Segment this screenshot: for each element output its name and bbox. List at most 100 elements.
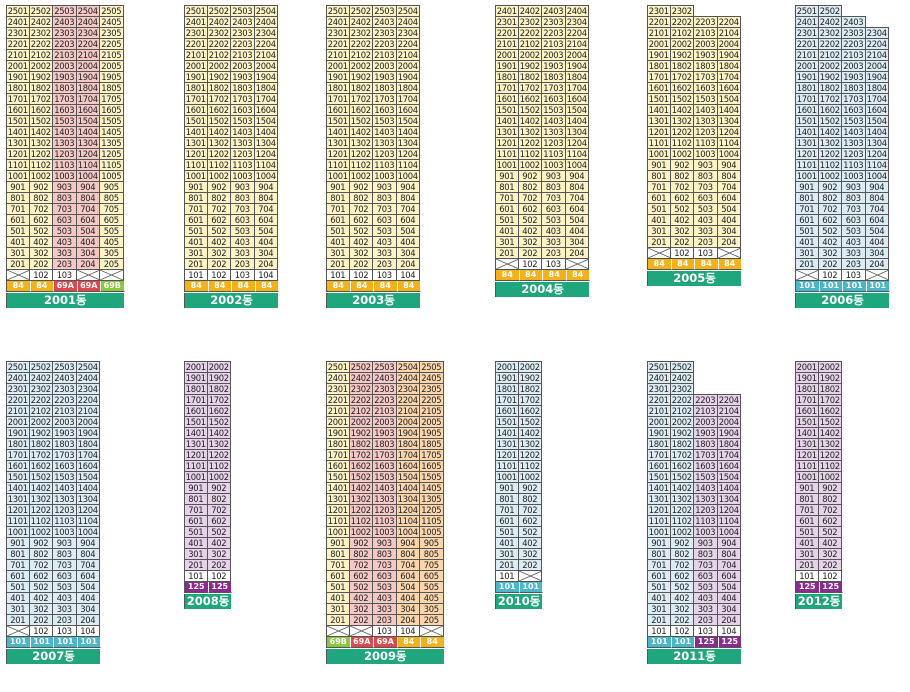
- unit-cell: 1704: [254, 94, 278, 105]
- unit-cell: 602: [670, 193, 694, 204]
- unit-cell: 1102: [207, 160, 231, 171]
- unit-cell: 1605: [100, 105, 124, 116]
- building-2004: 2401 2402 2403 2404 2301 2302 2303 2304 2201 2202…: [495, 5, 590, 297]
- unit-cell: 1902: [670, 50, 694, 61]
- unit-cell: 404: [396, 593, 420, 604]
- unit-cell: 1203: [842, 149, 866, 160]
- building-label: 2006동: [795, 293, 889, 308]
- unit-cell: 1704: [565, 83, 589, 94]
- unit-cell: 1104: [76, 516, 100, 527]
- building-label: 2003동: [326, 293, 420, 308]
- unit-cell: 801: [326, 549, 350, 560]
- unit-cell: 802: [29, 193, 53, 204]
- unit-cell: 1401: [647, 105, 671, 116]
- unit-cell: 203: [231, 259, 255, 270]
- unit-cell: 904: [76, 538, 100, 549]
- unit-cell: 1003: [373, 171, 397, 182]
- unit-cell: 204: [565, 248, 589, 259]
- unit-cell: 2004: [396, 61, 420, 72]
- unit-cell: 2302: [670, 384, 694, 395]
- unit-cell: 501: [495, 527, 519, 538]
- unit-cell: 1201: [184, 149, 208, 160]
- unit-cell: 1403: [231, 127, 255, 138]
- unit-cell: 2002: [670, 39, 694, 50]
- unit-cell: 502: [349, 226, 373, 237]
- unit-cell: 604: [396, 215, 420, 226]
- unit-cell: 2004: [717, 39, 741, 50]
- unit-cell: 404: [76, 593, 100, 604]
- unit-cell: 203: [373, 259, 397, 270]
- unit-cell: 1701: [495, 83, 519, 94]
- unit-cell: 601: [795, 516, 819, 527]
- unit-cell: 2404: [254, 17, 278, 28]
- unit-cell: 804: [717, 549, 741, 560]
- unit-type-badge: 84: [648, 259, 672, 270]
- unit-cell: 701: [326, 204, 350, 215]
- unit-cell: 1202: [670, 505, 694, 516]
- unit-cell: 1204: [254, 149, 278, 160]
- unit-cell: 102: [818, 270, 842, 281]
- unit-cell: 1304: [396, 494, 420, 505]
- unit-cell: 803: [694, 171, 718, 182]
- unit-cell: 2001: [326, 61, 350, 72]
- unit-cell: 2303: [53, 28, 77, 39]
- unit-cell: 1303: [53, 494, 77, 505]
- unit-cell: 1301: [647, 494, 671, 505]
- unit-cell: 704: [565, 193, 589, 204]
- unit-cell: 803: [373, 549, 397, 560]
- unit-cell: 1703: [53, 94, 77, 105]
- pilotis-cell: [6, 626, 30, 637]
- unit-cell: 804: [76, 549, 100, 560]
- unit-type-badge: 84: [718, 259, 742, 270]
- unit-cell: 2402: [349, 17, 373, 28]
- unit-cell: 203: [694, 237, 718, 248]
- unit-cell: 802: [349, 549, 373, 560]
- unit-cell: 2002: [207, 361, 231, 373]
- unit-cell: 302: [670, 226, 694, 237]
- unit-cell: 2304: [865, 27, 889, 39]
- unit-cell: 704: [396, 560, 420, 571]
- unit-cell: 601: [184, 516, 208, 527]
- unit-cell: 2003: [373, 61, 397, 72]
- pilotis-cell: [565, 259, 589, 270]
- unit-cell: 1401: [795, 127, 819, 138]
- unit-cell: 1802: [349, 439, 373, 450]
- unit-cell: 802: [349, 193, 373, 204]
- unit-cell: 703: [373, 560, 397, 571]
- unit-cell: 1904: [396, 72, 420, 83]
- unit-cell: 701: [795, 505, 819, 516]
- unit-cell: 1301: [795, 439, 819, 450]
- unit-cell: 1102: [518, 461, 542, 472]
- unit-cell: 1001: [647, 149, 671, 160]
- unit-cell: 1803: [373, 83, 397, 94]
- unit-cell: 1803: [694, 439, 718, 450]
- unit-cell: 1003: [542, 160, 566, 171]
- unit-cell: 501: [647, 582, 671, 593]
- unit-type-badge: 101: [496, 582, 520, 593]
- unit-cell: 304: [865, 248, 889, 259]
- unit-cell: 1801: [495, 72, 519, 83]
- unit-type-badge: 84: [543, 270, 567, 281]
- unit-cell: 1302: [349, 138, 373, 149]
- unit-cell: 504: [565, 215, 589, 226]
- unit-type-badge: 84: [374, 281, 398, 292]
- unit-cell: 2402: [670, 373, 694, 384]
- unit-cell: 1403: [842, 127, 866, 138]
- unit-cell: 1503: [842, 116, 866, 127]
- unit-cell: 1604: [717, 461, 741, 472]
- unit-cell: 1702: [29, 450, 53, 461]
- unit-type-badge: 125: [208, 582, 232, 593]
- unit-type-badge: 101: [843, 281, 867, 292]
- unit-cell: 1602: [207, 105, 231, 116]
- unit-cell: 504: [717, 204, 741, 215]
- unit-cell: 802: [818, 494, 842, 505]
- unit-cell: 304: [717, 604, 741, 615]
- unit-cell: 1802: [207, 384, 231, 395]
- unit-cell: 2203: [842, 39, 866, 50]
- unit-cell: 902: [670, 160, 694, 171]
- building-label: 2012동: [795, 594, 842, 609]
- unit-cell: 602: [518, 204, 542, 215]
- unit-cell: 1402: [670, 105, 694, 116]
- unit-cell: 1402: [29, 127, 53, 138]
- unit-cell: 601: [495, 204, 519, 215]
